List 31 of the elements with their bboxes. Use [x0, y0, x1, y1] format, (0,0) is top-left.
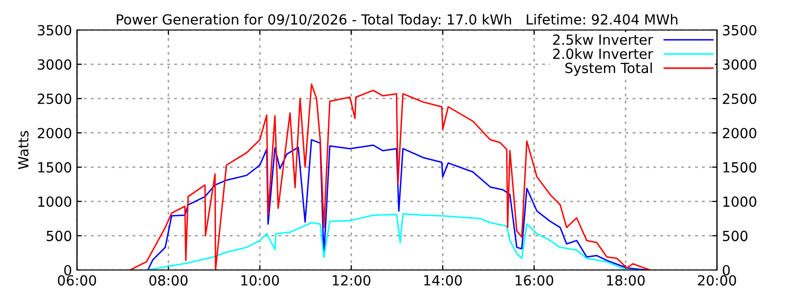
y-axis-title: Watts — [18, 130, 29, 170]
x-tick-label: 14:00 — [424, 275, 462, 286]
y-tick-label: 2500 — [38, 94, 72, 104]
x-tick-label: 12:00 — [332, 275, 370, 286]
x-tick-label: 18:00 — [607, 275, 645, 286]
legend-label: System Total — [565, 62, 652, 76]
y2-tick-label: 0 — [722, 264, 730, 276]
y-tick-label: 500 — [46, 230, 72, 242]
y-tick-label: 0 — [64, 264, 72, 276]
x-tick-label: 20:00 — [698, 275, 736, 286]
legend-label: 2.5kw Inverter — [553, 34, 654, 45]
x-tick-label: 10:00 — [241, 275, 279, 286]
y2-tick-label: 3000 — [722, 59, 756, 70]
y2-tick-label: 1500 — [723, 162, 756, 173]
y-tick-label: 3000 — [38, 59, 72, 70]
legend-label: 2.0kw Inverter — [553, 48, 654, 60]
y2-tick-label: 2000 — [722, 128, 756, 138]
y2-tick-label: 1000 — [723, 196, 756, 207]
line-series — [147, 139, 648, 270]
y2-tick-label: 3500 — [722, 24, 756, 36]
x-tick-label: 16:00 — [516, 275, 554, 286]
y-tick-label: 3500 — [38, 24, 72, 36]
line-series — [129, 83, 651, 270]
y-tick-label: 2000 — [38, 128, 72, 138]
y2-tick-label: 2500 — [722, 94, 756, 104]
y-tick-label: 1500 — [38, 162, 72, 173]
x-tick-label: 08:00 — [149, 275, 188, 286]
x-tick-label: 06:00 — [58, 275, 96, 286]
chart-title: Power Generation for 09/10/2026 - Total Today: 17.0 kWh Lifetime: 92.404 MWh — [116, 14, 678, 28]
y2-tick-label: 500 — [722, 230, 748, 242]
y-tick-label: 1000 — [38, 196, 72, 207]
